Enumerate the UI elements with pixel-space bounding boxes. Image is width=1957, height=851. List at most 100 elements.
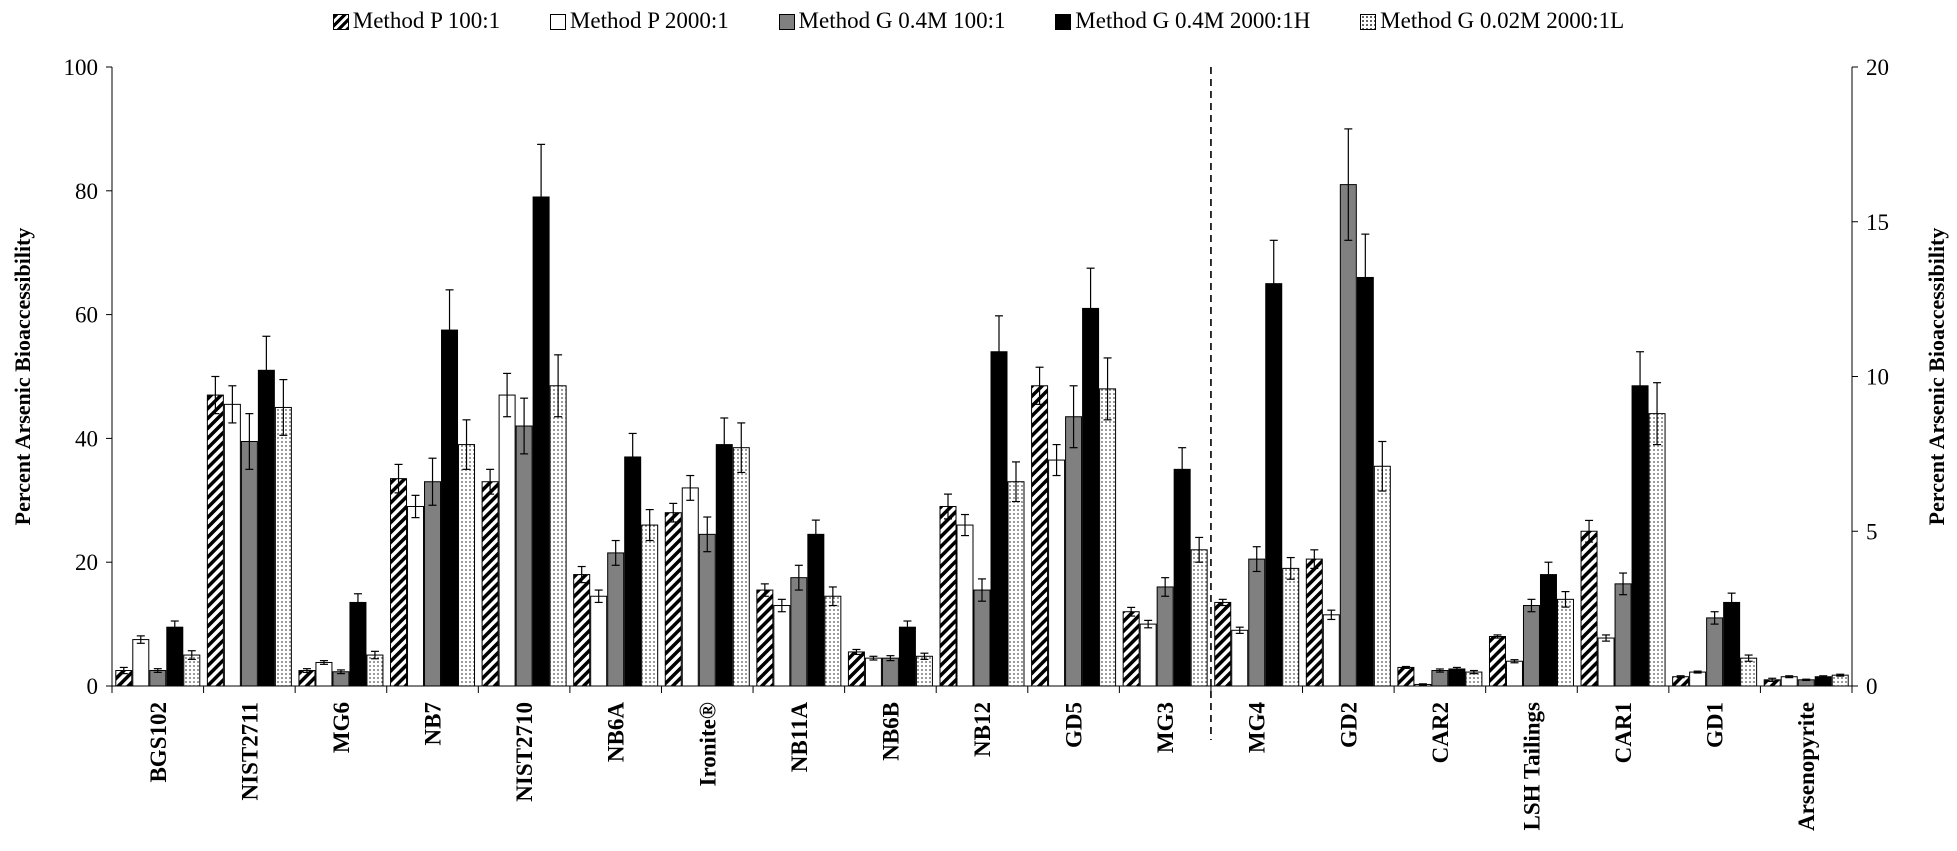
bar [1522,605,1540,687]
bar [864,657,882,687]
legend-label: Method G 0.4M 100:1 [798,7,1006,33]
bar [1007,481,1025,687]
bar [824,595,842,687]
bar [366,654,384,687]
category-label: NB7 [421,702,446,745]
bar [1190,549,1208,687]
category-label: Arsenopyrite [1794,702,1819,831]
bar [1048,459,1066,687]
bar [1648,413,1666,687]
bar [1082,307,1100,687]
bar [132,639,150,687]
right-tick-label: 20 [1866,55,1889,80]
bar [481,481,499,687]
bar [881,657,899,687]
category-label: NB11A [787,702,812,773]
category-label: CAR2 [1428,702,1453,763]
legend-label: Method G 0.02M 2000:1L [1380,7,1625,33]
bar [1305,558,1323,687]
bar [1488,635,1506,687]
bar [898,626,916,687]
category-label: GD2 [1336,702,1361,748]
bar [1356,276,1374,687]
bar [756,589,774,687]
bar [1556,598,1574,687]
bar [349,601,367,687]
legend-swatch-black [1055,14,1072,31]
bar [847,651,865,687]
bar [257,369,275,687]
legend-item-method-g-002m-2000l: Method G 0.02M 2000:1L [1360,8,1624,34]
category-label: NB6A [604,702,629,762]
right-tick-label: 5 [1866,519,1878,544]
bar [1122,611,1140,687]
category-label: GD1 [1703,702,1728,748]
bar [1214,601,1232,687]
left-tick-label: 0 [87,674,99,699]
legend-label: Method G 0.4M 2000:1H [1075,7,1311,33]
category-label: NIST2711 [237,702,262,800]
category-label: MG4 [1245,702,1270,754]
bar [390,478,408,687]
category-label: LSH Tailings [1519,702,1544,831]
bar [1156,586,1174,687]
bar [1173,468,1191,687]
bar [1740,657,1758,687]
bar [549,385,567,687]
bar [1265,283,1283,687]
bar [1723,601,1741,687]
category-label: MG3 [1153,702,1178,753]
legend-item-method-g-04m-2000h: Method G 0.4M 2000:1H [1055,8,1310,34]
left-tick-label: 100 [64,55,99,80]
bar [973,589,991,687]
right-tick-label: 15 [1866,210,1889,235]
category-label: NB6B [878,702,903,761]
bar [681,487,699,687]
category-label: BGS102 [146,702,171,783]
left-tick-label: 60 [75,303,98,328]
bar [664,512,682,687]
bar [1282,567,1300,687]
bar [315,661,333,687]
legend-item-method-g-04m-100: Method G 0.4M 100:1 [778,7,1006,34]
bar [424,481,442,687]
right-axis-title: Percent Arsenic Bioaccessibility [1924,228,1949,526]
legend-swatch-white [549,14,566,31]
bar [624,456,642,687]
bar [990,351,1008,687]
bar [1065,416,1083,687]
bar [223,403,241,687]
bar [590,595,608,687]
bar [1231,629,1249,687]
legend-item-method-p-100: Method P 100:1 [332,8,500,34]
labels-layer: Percent Arsenic Bioaccessibility Percent … [10,228,1949,831]
bar [498,394,516,687]
bar [1597,637,1615,687]
bar [1831,674,1849,687]
bar [1139,623,1157,687]
bar [1580,530,1598,687]
bar [1614,583,1632,687]
bar [915,655,933,687]
bar [1631,385,1649,687]
category-label: NIST2710 [512,702,537,802]
legend-swatch-dotted [1360,14,1377,31]
bar [807,533,825,687]
bar [1099,388,1117,687]
bar [1706,617,1724,687]
bar [166,626,184,687]
bar [407,505,425,687]
bar [1539,574,1557,687]
left-tick-label: 80 [75,179,98,204]
left-tick-label: 40 [75,426,98,451]
bar [956,524,974,687]
category-label: GD5 [1062,702,1087,748]
bar [573,574,591,687]
category-label: MG6 [329,702,354,753]
bar [790,577,808,687]
bar [1448,668,1466,687]
right-tick-label: 0 [1866,674,1878,699]
bar [206,394,224,687]
legend-item-method-p-2000: Method P 2000:1 [549,8,729,34]
